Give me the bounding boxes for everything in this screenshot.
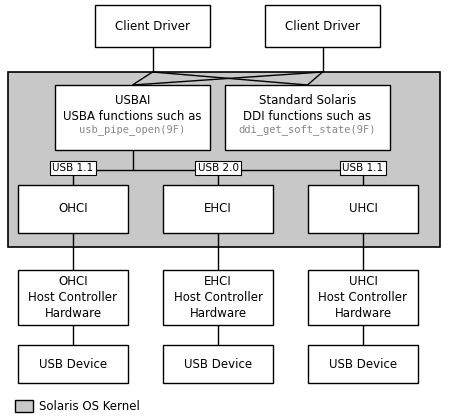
Text: UHCI: UHCI <box>348 202 377 216</box>
Text: usb_pipe_open(9F): usb_pipe_open(9F) <box>79 124 186 135</box>
FancyBboxPatch shape <box>18 185 128 233</box>
Text: Standard Solaris
DDI functions such as: Standard Solaris DDI functions such as <box>243 94 371 123</box>
Text: EHCI
Host Controller
Hardware: EHCI Host Controller Hardware <box>174 275 262 320</box>
Text: USB 2.0: USB 2.0 <box>197 163 238 173</box>
Text: USB Device: USB Device <box>184 357 252 370</box>
FancyBboxPatch shape <box>163 185 273 233</box>
FancyBboxPatch shape <box>163 270 273 325</box>
Text: Client Driver: Client Driver <box>285 20 360 33</box>
FancyBboxPatch shape <box>18 270 128 325</box>
Text: UHCI
Host Controller
Hardware: UHCI Host Controller Hardware <box>318 275 407 320</box>
FancyBboxPatch shape <box>308 185 418 233</box>
Text: USBAI
USBA functions such as: USBAI USBA functions such as <box>63 94 202 123</box>
Text: Solaris OS Kernel: Solaris OS Kernel <box>39 400 140 413</box>
Text: USB 1.1: USB 1.1 <box>342 163 383 173</box>
FancyBboxPatch shape <box>225 85 390 150</box>
FancyBboxPatch shape <box>15 400 33 412</box>
FancyBboxPatch shape <box>308 270 418 325</box>
Text: USB 1.1: USB 1.1 <box>53 163 94 173</box>
Text: EHCI: EHCI <box>204 202 232 216</box>
FancyBboxPatch shape <box>18 345 128 383</box>
FancyBboxPatch shape <box>8 72 440 247</box>
Text: OHCI
Host Controller
Hardware: OHCI Host Controller Hardware <box>29 275 117 320</box>
FancyBboxPatch shape <box>265 5 380 47</box>
Text: ddi_get_soft_state(9F): ddi_get_soft_state(9F) <box>239 124 376 135</box>
Text: USB Device: USB Device <box>329 357 397 370</box>
Text: Client Driver: Client Driver <box>115 20 190 33</box>
Text: USB Device: USB Device <box>39 357 107 370</box>
FancyBboxPatch shape <box>163 345 273 383</box>
Text: OHCI: OHCI <box>58 202 88 216</box>
FancyBboxPatch shape <box>95 5 210 47</box>
FancyBboxPatch shape <box>308 345 418 383</box>
FancyBboxPatch shape <box>55 85 210 150</box>
